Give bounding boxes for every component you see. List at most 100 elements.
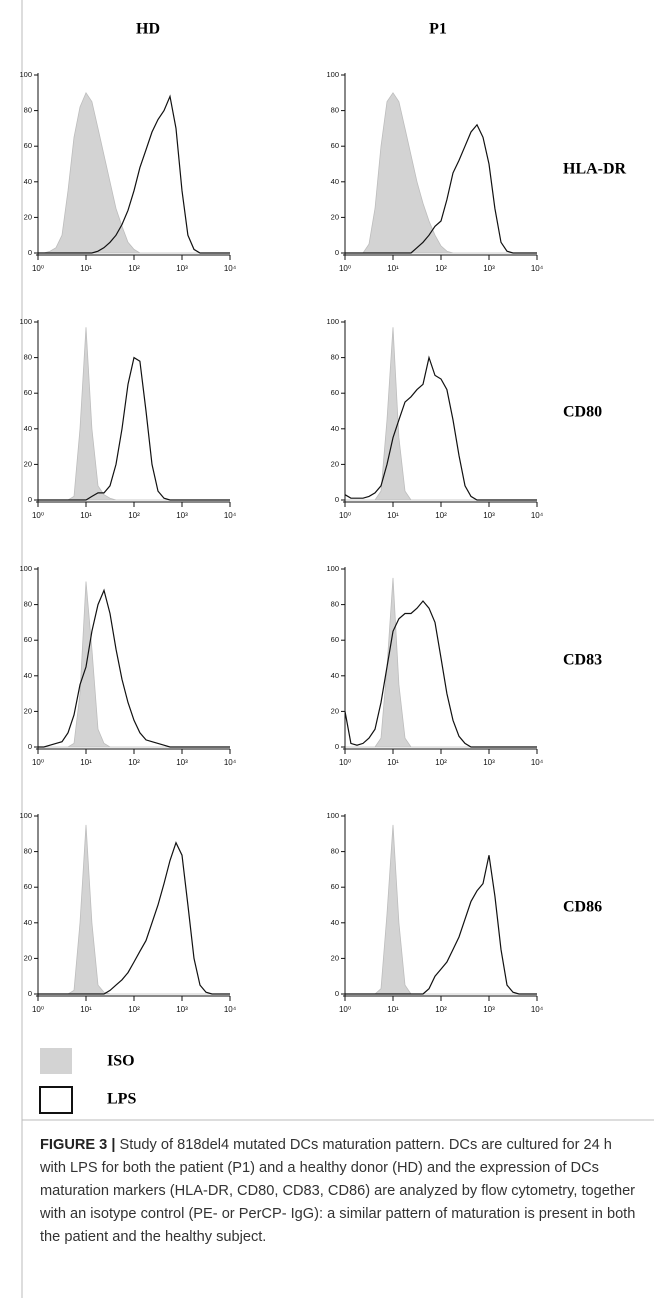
y-tick-label: 40 [24, 918, 32, 927]
y-tick-label: 60 [24, 388, 32, 397]
row-label: CD80 [563, 404, 602, 421]
x-tick-label: 10³ [483, 758, 495, 767]
x-tick-label: 10² [128, 511, 140, 520]
histogram-line [345, 123, 537, 254]
y-tick-label: 60 [331, 388, 339, 397]
x-tick-label: 10⁴ [531, 758, 544, 767]
y-tick-label: 40 [331, 918, 339, 927]
y-tick-label: 60 [331, 635, 339, 644]
histogram-line [38, 841, 230, 995]
y-tick-label: 20 [24, 459, 32, 468]
row-label: CD86 [563, 899, 602, 916]
x-tick-label: 10¹ [387, 1005, 399, 1014]
caption: FIGURE 3 | Study of 818del4 mutated DCs … [40, 1134, 636, 1249]
x-tick-label: 10⁴ [224, 511, 237, 520]
x-tick-label: 10² [128, 264, 140, 273]
y-tick-label: 80 [24, 106, 32, 115]
y-tick-label: 0 [335, 495, 339, 504]
y-tick-label: 60 [24, 635, 32, 644]
y-tick-label: 100 [19, 70, 32, 79]
legend-swatch [40, 1048, 72, 1074]
y-tick-label: 0 [28, 495, 32, 504]
y-tick-label: 80 [331, 847, 339, 856]
x-tick-label: 10⁴ [224, 758, 237, 767]
x-tick-label: 10¹ [80, 1005, 92, 1014]
histogram-line [38, 588, 230, 748]
y-tick-label: 40 [24, 424, 32, 433]
x-tick-label: 10⁰ [32, 264, 44, 273]
column-header: HD [136, 21, 160, 38]
histogram-line [344, 355, 537, 501]
histogram-area [38, 581, 230, 748]
caption-label: FIGURE 3 | [40, 1137, 116, 1153]
histogram-area [345, 577, 537, 748]
y-tick-label: 80 [24, 600, 32, 609]
caption-text: Study of 818del4 mutated DCs maturation … [40, 1137, 636, 1245]
y-tick-label: 0 [28, 989, 32, 998]
x-tick-label: 10⁴ [531, 264, 544, 273]
histogram-line [344, 600, 537, 748]
y-tick-label: 20 [331, 706, 339, 715]
histogram-line [345, 855, 537, 995]
y-tick-label: 80 [331, 106, 339, 115]
histogram-area [38, 327, 230, 501]
x-tick-label: 10³ [483, 1005, 495, 1014]
x-tick-label: 10⁰ [32, 758, 44, 767]
x-tick-label: 10³ [176, 1005, 188, 1014]
y-tick-label: 40 [24, 177, 32, 186]
y-tick-label: 0 [335, 248, 339, 257]
y-tick-label: 80 [331, 353, 339, 362]
y-tick-label: 100 [19, 811, 32, 820]
x-tick-label: 10⁰ [339, 264, 351, 273]
x-tick-label: 10² [435, 511, 447, 520]
y-tick-label: 0 [28, 248, 32, 257]
x-tick-label: 10⁰ [339, 511, 351, 520]
x-tick-label: 10² [435, 758, 447, 767]
histogram-line [38, 356, 230, 501]
y-tick-label: 0 [28, 742, 32, 751]
y-tick-label: 100 [326, 70, 339, 79]
y-tick-label: 0 [335, 742, 339, 751]
row-label: CD83 [563, 652, 602, 669]
x-tick-label: 10³ [176, 511, 188, 520]
x-tick-label: 10⁴ [224, 264, 237, 273]
y-tick-label: 20 [331, 459, 339, 468]
x-tick-label: 10² [128, 758, 140, 767]
y-tick-label: 20 [24, 706, 32, 715]
x-tick-label: 10⁴ [224, 1005, 237, 1014]
x-tick-label: 10³ [483, 511, 495, 520]
x-tick-label: 10¹ [387, 511, 399, 520]
x-tick-label: 10⁰ [32, 1005, 44, 1014]
histogram-area [38, 91, 230, 254]
y-tick-label: 60 [24, 141, 32, 150]
y-tick-label: 20 [24, 212, 32, 221]
x-tick-label: 10⁴ [531, 1005, 544, 1014]
y-tick-label: 60 [24, 882, 32, 891]
histogram-area [345, 824, 537, 995]
y-tick-label: 80 [331, 600, 339, 609]
x-tick-label: 10⁰ [339, 1005, 351, 1014]
y-tick-label: 100 [326, 317, 339, 326]
histogram-area [345, 92, 537, 254]
x-tick-label: 10¹ [80, 264, 92, 273]
x-tick-label: 10² [128, 1005, 140, 1014]
x-tick-label: 10¹ [387, 264, 399, 273]
legend-label: LPS [107, 1091, 136, 1108]
histogram-line [38, 94, 230, 254]
y-tick-label: 80 [24, 847, 32, 856]
row-label: HLA-DR [563, 161, 627, 178]
x-tick-label: 10¹ [80, 758, 92, 767]
y-tick-label: 40 [331, 177, 339, 186]
x-tick-label: 10³ [176, 758, 188, 767]
y-tick-label: 60 [331, 141, 339, 150]
y-tick-label: 100 [326, 811, 339, 820]
y-tick-label: 20 [24, 953, 32, 962]
legend-label: ISO [107, 1053, 135, 1070]
y-tick-label: 100 [326, 564, 339, 573]
legend-swatch [39, 1086, 73, 1114]
histogram-area [345, 327, 537, 501]
x-tick-label: 10¹ [387, 758, 399, 767]
x-tick-label: 10⁴ [531, 511, 544, 520]
x-tick-label: 10² [435, 1005, 447, 1014]
